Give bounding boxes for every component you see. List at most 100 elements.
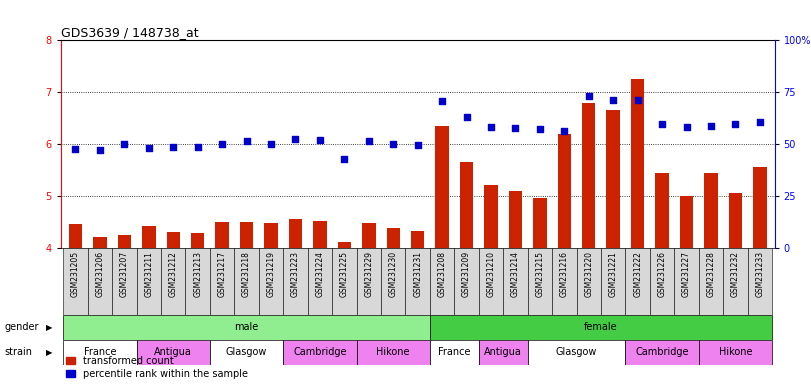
Text: GSM231224: GSM231224 — [315, 251, 324, 297]
Bar — [362, 223, 375, 248]
Point — [729, 121, 742, 127]
Bar — [552, 248, 577, 315]
Bar — [63, 315, 430, 340]
Text: gender: gender — [4, 322, 39, 333]
Bar — [264, 223, 277, 248]
Bar — [210, 340, 283, 365]
Bar — [577, 248, 601, 315]
Point — [338, 156, 351, 162]
Text: ▶: ▶ — [46, 323, 53, 332]
Bar — [210, 248, 234, 315]
Point — [411, 142, 424, 148]
Text: GSM231210: GSM231210 — [487, 251, 496, 297]
Bar — [142, 226, 156, 248]
Text: GSM231219: GSM231219 — [267, 251, 276, 297]
Point — [142, 145, 155, 151]
Bar — [112, 248, 136, 315]
Bar — [436, 126, 448, 248]
Bar — [625, 248, 650, 315]
Point — [216, 141, 229, 147]
Text: GSM231208: GSM231208 — [438, 251, 447, 297]
Point — [534, 126, 547, 132]
Text: Antigua: Antigua — [484, 347, 522, 358]
Text: Cambridge: Cambridge — [635, 347, 689, 358]
Bar — [63, 248, 88, 315]
Bar — [631, 79, 645, 248]
Point — [509, 126, 522, 132]
Text: GSM231207: GSM231207 — [120, 251, 129, 297]
Text: strain: strain — [4, 347, 32, 358]
Text: GSM231221: GSM231221 — [609, 251, 618, 297]
Bar — [753, 167, 766, 248]
Point — [436, 98, 448, 104]
Text: Antigua: Antigua — [154, 347, 192, 358]
Text: GSM231212: GSM231212 — [169, 251, 178, 297]
Text: GDS3639 / 148738_at: GDS3639 / 148738_at — [61, 26, 199, 39]
Text: GSM231223: GSM231223 — [291, 251, 300, 297]
Bar — [69, 224, 82, 248]
Bar — [406, 248, 430, 315]
Bar — [63, 340, 136, 365]
Text: GSM231213: GSM231213 — [193, 251, 202, 297]
Text: GSM231226: GSM231226 — [658, 251, 667, 297]
Text: France: France — [84, 347, 116, 358]
Bar — [655, 172, 669, 248]
Text: GSM231228: GSM231228 — [706, 251, 715, 297]
Text: GSM231230: GSM231230 — [388, 251, 397, 297]
Bar — [601, 248, 625, 315]
Bar — [313, 221, 327, 248]
Bar — [118, 235, 131, 248]
Text: GSM231214: GSM231214 — [511, 251, 520, 297]
Text: GSM231229: GSM231229 — [364, 251, 373, 297]
Bar — [704, 172, 718, 248]
Text: Cambridge: Cambridge — [293, 347, 346, 358]
Text: GSM231227: GSM231227 — [682, 251, 691, 297]
Bar — [333, 248, 357, 315]
Bar — [216, 222, 229, 248]
Bar — [387, 228, 400, 248]
Bar — [528, 248, 552, 315]
Point — [191, 144, 204, 150]
Point — [313, 137, 326, 143]
Point — [655, 121, 668, 127]
Point — [118, 141, 131, 147]
Point — [558, 128, 571, 134]
Bar — [680, 196, 693, 248]
Bar — [558, 134, 571, 248]
Text: GSM231225: GSM231225 — [340, 251, 349, 297]
Bar — [186, 248, 210, 315]
Text: female: female — [584, 322, 618, 333]
Point — [387, 141, 400, 147]
Point — [240, 138, 253, 144]
Point — [484, 124, 497, 131]
Bar — [259, 248, 283, 315]
Point — [167, 144, 180, 150]
Bar — [289, 219, 303, 248]
Point — [264, 141, 277, 147]
Text: GSM231205: GSM231205 — [71, 251, 80, 297]
Bar — [337, 243, 351, 248]
Bar — [723, 248, 748, 315]
Point — [69, 146, 82, 152]
Text: GSM231216: GSM231216 — [560, 251, 569, 297]
Bar — [93, 237, 107, 248]
Bar — [307, 248, 333, 315]
Bar — [283, 340, 357, 365]
Text: GSM231233: GSM231233 — [755, 251, 764, 297]
Bar — [136, 248, 161, 315]
Bar — [484, 185, 498, 248]
Bar — [748, 248, 772, 315]
Point — [582, 93, 595, 99]
Bar — [582, 103, 595, 248]
Bar — [607, 110, 620, 248]
Bar — [508, 191, 522, 248]
Bar — [166, 232, 180, 248]
Bar — [650, 248, 674, 315]
Point — [631, 97, 644, 103]
Text: male: male — [234, 322, 259, 333]
Text: GSM231232: GSM231232 — [731, 251, 740, 297]
Text: GSM231217: GSM231217 — [217, 251, 226, 297]
Text: France: France — [438, 347, 470, 358]
Bar — [699, 248, 723, 315]
Point — [607, 97, 620, 103]
